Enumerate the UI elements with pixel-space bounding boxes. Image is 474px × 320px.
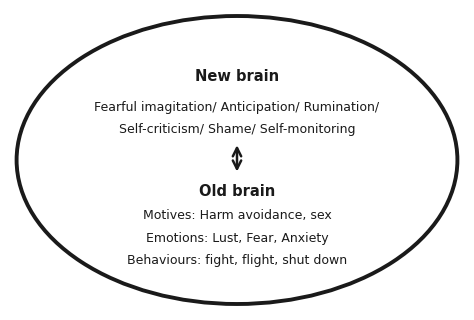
Text: Emotions: Lust, Fear, Anxiety: Emotions: Lust, Fear, Anxiety <box>146 232 328 245</box>
Text: Behaviours: fight, flight, shut down: Behaviours: fight, flight, shut down <box>127 254 347 267</box>
Text: Self-criticism/ Shame/ Self-monitoring: Self-criticism/ Shame/ Self-monitoring <box>119 123 355 136</box>
Text: Fearful imagitation/ Anticipation/ Rumination/: Fearful imagitation/ Anticipation/ Rumin… <box>94 101 380 114</box>
Text: New brain: New brain <box>195 69 279 84</box>
Text: Old brain: Old brain <box>199 185 275 199</box>
Text: Motives: Harm avoidance, sex: Motives: Harm avoidance, sex <box>143 210 331 222</box>
